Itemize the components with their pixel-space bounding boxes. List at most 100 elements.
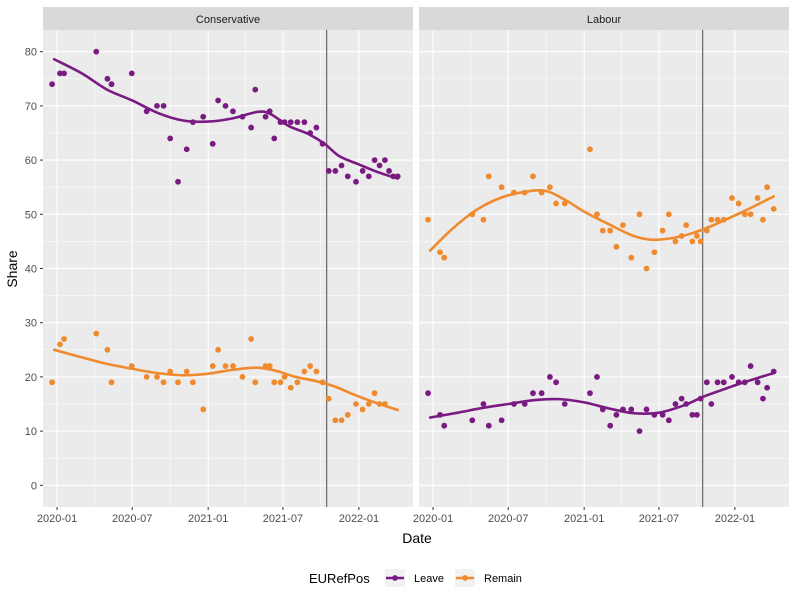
point-remain xyxy=(281,374,288,380)
point-remain xyxy=(215,346,221,353)
series-leave xyxy=(425,363,777,435)
point-leave xyxy=(175,178,181,185)
point-leave xyxy=(338,162,345,169)
point-remain xyxy=(49,379,55,386)
point-leave xyxy=(764,384,771,391)
y-tick-label: 60 xyxy=(25,155,37,167)
point-leave xyxy=(553,379,559,386)
point-leave xyxy=(49,81,55,88)
point-leave xyxy=(754,379,761,386)
point-remain xyxy=(607,227,614,234)
point-remain xyxy=(599,227,606,234)
point-remain xyxy=(651,249,658,256)
point-leave xyxy=(678,395,685,402)
point-leave xyxy=(167,135,174,142)
point-leave xyxy=(209,140,216,147)
point-leave xyxy=(93,48,100,55)
point-leave xyxy=(61,70,67,77)
point-remain xyxy=(561,200,568,207)
point-leave xyxy=(714,379,721,386)
trend-line-leave xyxy=(52,57,400,180)
x-axis-title: Date xyxy=(402,530,432,546)
point-leave xyxy=(547,374,553,380)
point-remain xyxy=(344,411,351,418)
point-leave xyxy=(594,374,600,380)
point-remain xyxy=(594,211,600,218)
legend-key-point-leave xyxy=(392,575,398,581)
point-leave xyxy=(382,157,388,163)
point-remain xyxy=(770,205,777,212)
point-leave xyxy=(294,119,301,126)
point-remain xyxy=(620,222,626,229)
point-leave xyxy=(689,411,696,418)
y-tick-label: 70 xyxy=(25,101,37,113)
point-remain xyxy=(61,336,67,342)
point-remain xyxy=(689,238,696,245)
point-remain xyxy=(747,211,754,218)
point-leave xyxy=(57,70,63,77)
point-remain xyxy=(636,211,643,218)
point-remain xyxy=(441,254,448,261)
point-leave xyxy=(271,135,278,142)
point-leave xyxy=(344,173,351,180)
point-remain xyxy=(209,363,216,369)
point-remain xyxy=(307,363,314,369)
legend-label-leave: Leave xyxy=(414,573,444,585)
point-leave xyxy=(485,422,492,429)
x-tick-label: 2020-01 xyxy=(413,513,453,525)
point-remain xyxy=(553,200,559,207)
point-leave xyxy=(128,70,135,77)
point-remain xyxy=(200,406,207,413)
point-remain xyxy=(697,238,704,245)
legend-item-remain: Remain xyxy=(455,569,522,587)
point-remain xyxy=(313,368,320,375)
strip-label-conservative: Conservative xyxy=(196,14,260,26)
point-leave xyxy=(287,119,294,126)
point-leave xyxy=(215,97,221,104)
point-remain xyxy=(665,211,672,218)
point-leave xyxy=(720,379,727,386)
point-leave xyxy=(747,363,754,369)
point-remain xyxy=(530,173,536,180)
x-tick-label: 2022-01 xyxy=(339,513,379,525)
point-leave xyxy=(200,113,207,120)
point-leave xyxy=(365,173,372,180)
point-leave xyxy=(353,178,359,185)
point-leave xyxy=(694,411,700,418)
series-remain xyxy=(49,330,400,424)
point-remain xyxy=(760,216,766,223)
strip-labour xyxy=(419,7,789,30)
point-remain xyxy=(659,227,666,234)
point-remain xyxy=(480,216,487,223)
point-leave xyxy=(230,108,236,115)
point-remain xyxy=(628,254,635,261)
point-remain xyxy=(437,249,443,256)
point-remain xyxy=(613,243,620,250)
x-tick-label: 2021-07 xyxy=(639,513,679,525)
point-remain xyxy=(143,374,150,380)
point-remain xyxy=(277,379,284,386)
point-leave xyxy=(643,406,650,413)
point-remain xyxy=(764,184,771,191)
point-leave xyxy=(672,401,679,407)
point-leave xyxy=(183,146,190,153)
point-leave xyxy=(104,75,111,82)
point-remain xyxy=(485,173,492,180)
legend-key-point-remain xyxy=(462,575,468,581)
point-leave xyxy=(613,411,620,418)
panel-conservative: Conservative 2020-01 2020-07 2021-01 2021-07… xyxy=(37,7,413,525)
point-remain xyxy=(175,379,181,386)
point-leave xyxy=(665,417,672,424)
point-remain xyxy=(754,195,761,201)
point-remain xyxy=(353,401,359,407)
point-remain xyxy=(154,374,160,380)
point-leave xyxy=(561,401,568,407)
point-remain xyxy=(498,184,505,191)
y-axis: 0 10 20 30 40 50 60 70 80 xyxy=(25,47,43,492)
point-leave xyxy=(498,417,505,424)
point-remain xyxy=(104,346,111,353)
point-remain xyxy=(287,384,294,391)
point-leave xyxy=(313,124,320,131)
strip-conservative xyxy=(43,7,413,30)
